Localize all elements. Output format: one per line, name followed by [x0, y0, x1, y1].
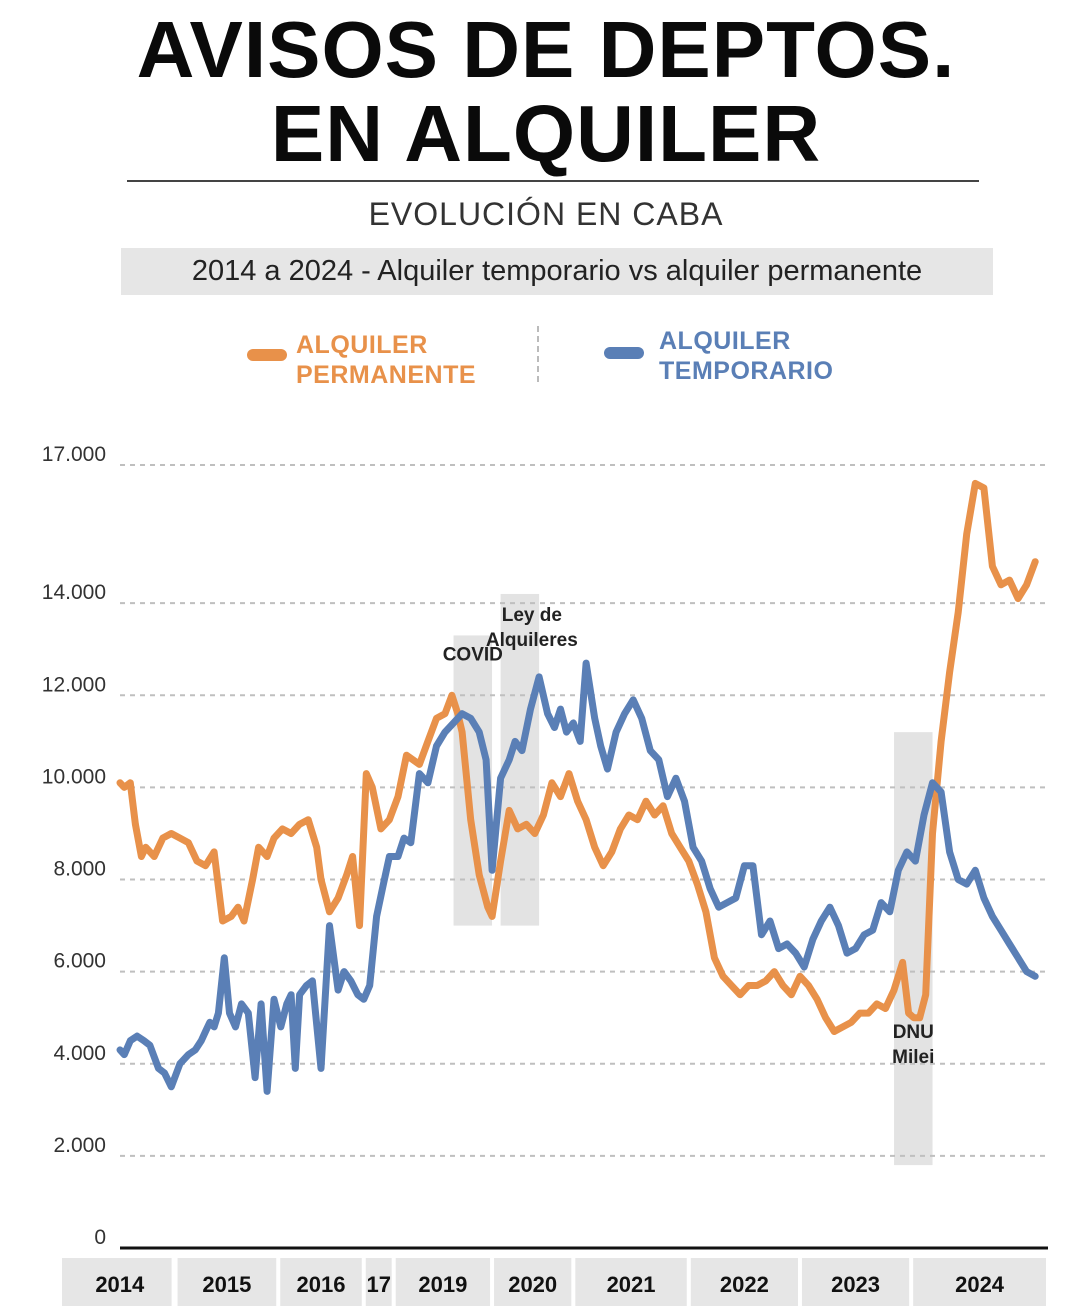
legend-temporary-swatch	[604, 347, 644, 359]
y-tick-label: 17.000	[42, 443, 106, 466]
x-tick-label: 2015	[202, 1272, 251, 1297]
y-tick-label: 0	[94, 1226, 106, 1249]
annotation-label: DNU	[893, 1022, 934, 1043]
annotation-label: Ley de	[502, 605, 562, 626]
x-tick-label: 2016	[297, 1272, 346, 1297]
annotation-label: COVID	[443, 644, 503, 665]
chart-title: AVISOS DE DEPTOS. EN ALQUILER	[0, 8, 1092, 176]
year-cell	[62, 1258, 172, 1306]
y-tick-label: 10.000	[42, 765, 106, 788]
annotation-label: Alquileres	[486, 630, 578, 651]
year-cell	[801, 1258, 910, 1306]
y-tick-label: 12.000	[42, 673, 106, 696]
y-tick-label: 2.000	[53, 1134, 106, 1157]
x-tick-label: 2022	[720, 1272, 769, 1297]
x-tick-label: 2021	[607, 1272, 656, 1297]
legend-separator	[537, 326, 539, 382]
year-cell	[365, 1258, 392, 1306]
y-tick-label: 8.000	[53, 858, 106, 881]
legend-temporary-label: ALQUILER TEMPORARIO	[659, 326, 833, 386]
year-cell	[177, 1258, 277, 1306]
line-chart: 0 2.000 4.000 6.000 8.000 10.000 12.000 14.000 1…	[42, 443, 1048, 1306]
legend-permanent-line2: PERMANENTE	[296, 361, 477, 389]
series-line-temporary	[116, 659, 1039, 1095]
year-cell	[575, 1258, 687, 1306]
x-tick-label: 17	[366, 1272, 390, 1297]
title-divider	[127, 180, 979, 182]
legend-permanent-swatch	[247, 349, 287, 361]
year-cell	[913, 1258, 1046, 1306]
legend-temporary-line2: TEMPORARIO	[659, 357, 834, 385]
year-cell	[690, 1258, 798, 1306]
y-tick-label: 14.000	[42, 581, 106, 604]
legend-temporary-line1: ALQUILER	[659, 327, 791, 355]
legend-permanent-line1: ALQUILER	[296, 331, 428, 359]
year-cell	[280, 1258, 362, 1306]
year-cell	[395, 1258, 491, 1306]
x-tick-label: 2014	[95, 1272, 145, 1297]
title-line-2: EN ALQUILER	[270, 89, 822, 178]
year-cell	[494, 1258, 572, 1306]
x-tick-label: 2020	[508, 1272, 557, 1297]
x-tick-label: 2023	[831, 1272, 880, 1297]
y-tick-label: 4.000	[53, 1042, 106, 1065]
title-line-1: AVISOS DE DEPTOS.	[136, 5, 956, 94]
chart-subtitle: EVOLUCIÓN EN CABA	[368, 196, 724, 232]
annotation-label: Milei	[892, 1047, 934, 1068]
x-tick-label: 2019	[418, 1272, 467, 1297]
x-tick-label: 2024	[955, 1272, 1005, 1297]
y-tick-label: 6.000	[53, 950, 106, 973]
series-line-permanent	[116, 479, 1039, 1035]
chart-subtitle-secondary: 2014 a 2024 - Alquiler temporario vs alq…	[121, 248, 993, 295]
legend-permanent-label: ALQUILER PERMANENTE	[296, 330, 476, 390]
